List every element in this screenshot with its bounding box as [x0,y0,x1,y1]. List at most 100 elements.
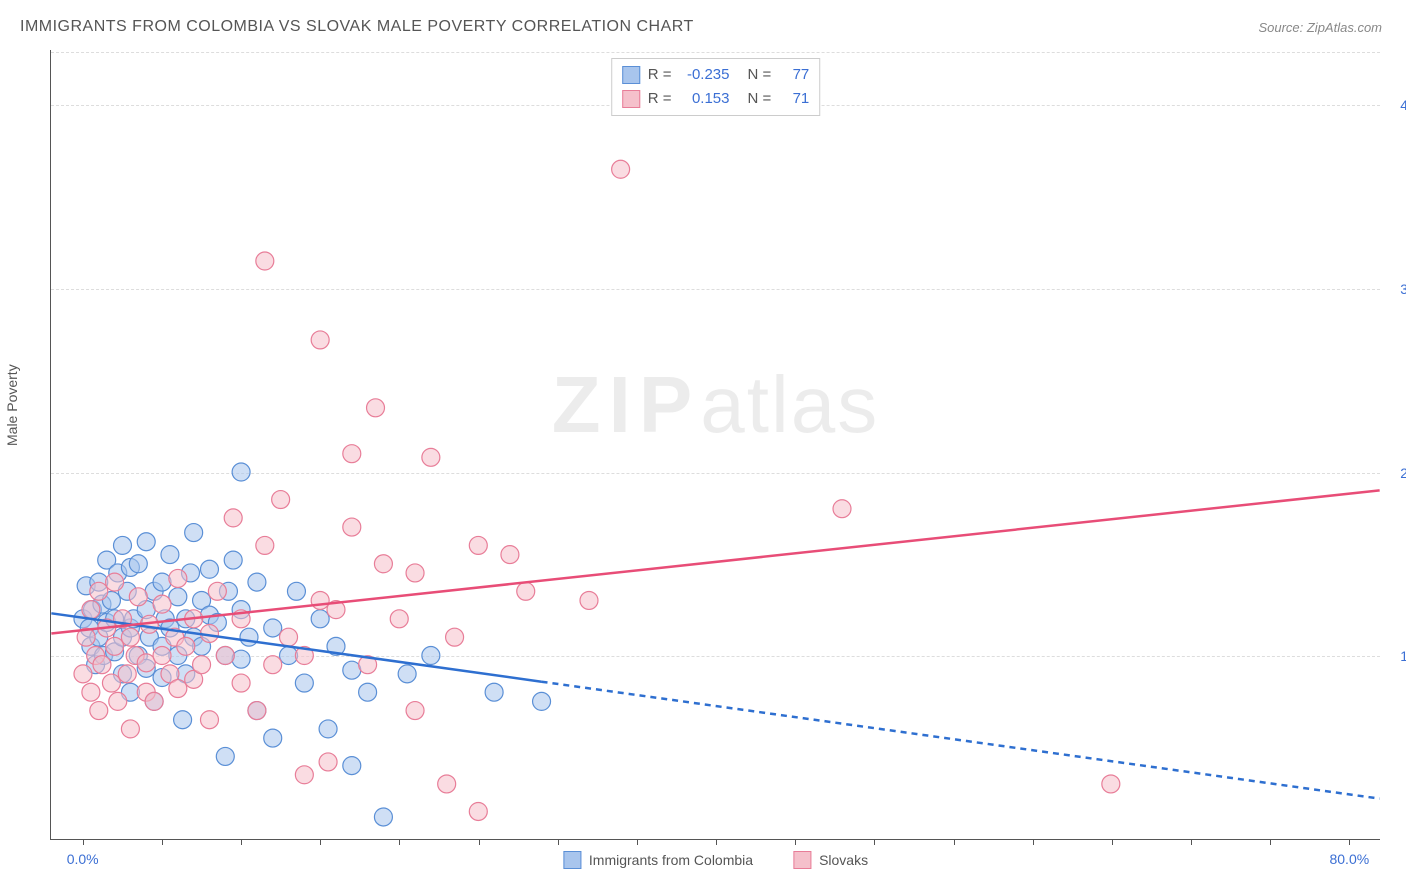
data-point [161,546,179,564]
data-point [469,536,487,554]
data-point [295,766,313,784]
data-point [121,720,139,738]
stat-r-value: 0.153 [680,87,730,111]
legend: Immigrants from Colombia Slovaks [563,851,868,869]
data-point [287,582,305,600]
data-point [398,665,416,683]
stat-r-value: -0.235 [680,63,730,87]
xtick [558,839,559,845]
xtick [1349,839,1350,845]
data-point [90,702,108,720]
data-point [224,551,242,569]
xtick [1191,839,1192,845]
chart-title: IMMIGRANTS FROM COLOMBIA VS SLOVAK MALE … [20,18,694,36]
data-point [612,160,630,178]
data-point [145,692,163,710]
data-point [446,628,464,646]
xtick [399,839,400,845]
data-point [517,582,535,600]
data-point [82,601,100,619]
data-point [114,536,132,554]
xtick [1270,839,1271,845]
xtick [795,839,796,845]
data-point [295,674,313,692]
ytick-label: 30.0% [1385,281,1406,297]
series-swatch [622,66,640,84]
data-point [93,656,111,674]
data-point [153,595,171,613]
trend-line [51,490,1379,633]
source-credit: Source: ZipAtlas.com [1258,20,1382,35]
xtick [954,839,955,845]
data-point [501,546,519,564]
data-point [240,628,258,646]
plot-area: ZIPatlas R =-0.235N =77R =0.153N =71 Imm… [50,50,1380,840]
data-point [137,533,155,551]
series-swatch [563,851,581,869]
data-point [106,637,124,655]
stat-r-label: R = [648,63,672,87]
data-point [533,692,551,710]
data-point [82,683,100,701]
xtick [1033,839,1034,845]
data-point [129,588,147,606]
data-point [833,500,851,518]
xtick-label: 80.0% [1329,851,1369,867]
data-point [264,729,282,747]
stat-r-label: R = [648,87,672,111]
data-point [232,674,250,692]
data-point [343,757,361,775]
data-point [153,573,171,591]
data-point [90,582,108,600]
data-point [406,564,424,582]
data-point [438,775,456,793]
data-point [129,555,147,573]
stat-n-label: N = [748,87,772,111]
legend-item: Immigrants from Colombia [563,851,753,869]
data-point [177,637,195,655]
data-point [208,582,226,600]
ytick-label: 10.0% [1385,648,1406,664]
xtick [716,839,717,845]
data-point [485,683,503,701]
data-point [1102,775,1120,793]
xtick [1112,839,1113,845]
xtick [241,839,242,845]
data-point [374,808,392,826]
data-point [248,702,266,720]
xtick [83,839,84,845]
legend-label: Slovaks [819,852,868,868]
data-point [256,252,274,270]
data-point [469,802,487,820]
data-point [272,491,290,509]
stats-row: R =0.153N =71 [622,87,810,111]
data-point [311,610,329,628]
xtick [637,839,638,845]
ytick-label: 20.0% [1385,465,1406,481]
data-point [264,656,282,674]
data-point [390,610,408,628]
data-point [174,711,192,729]
data-point [109,692,127,710]
data-point [153,647,171,665]
data-point [200,560,218,578]
stats-box: R =-0.235N =77R =0.153N =71 [611,58,821,116]
stat-n-label: N = [748,63,772,87]
data-point [169,569,187,587]
data-point [343,445,361,463]
data-point [343,518,361,536]
data-point [216,747,234,765]
legend-item: Slovaks [793,851,868,869]
data-point [224,509,242,527]
data-point [580,591,598,609]
data-point [422,448,440,466]
data-point [374,555,392,573]
data-point [248,573,266,591]
data-point [406,702,424,720]
data-point [232,463,250,481]
data-point [359,683,377,701]
data-point [264,619,282,637]
ytick-label: 40.0% [1385,97,1406,113]
data-point [74,665,92,683]
chart-svg [51,50,1380,839]
